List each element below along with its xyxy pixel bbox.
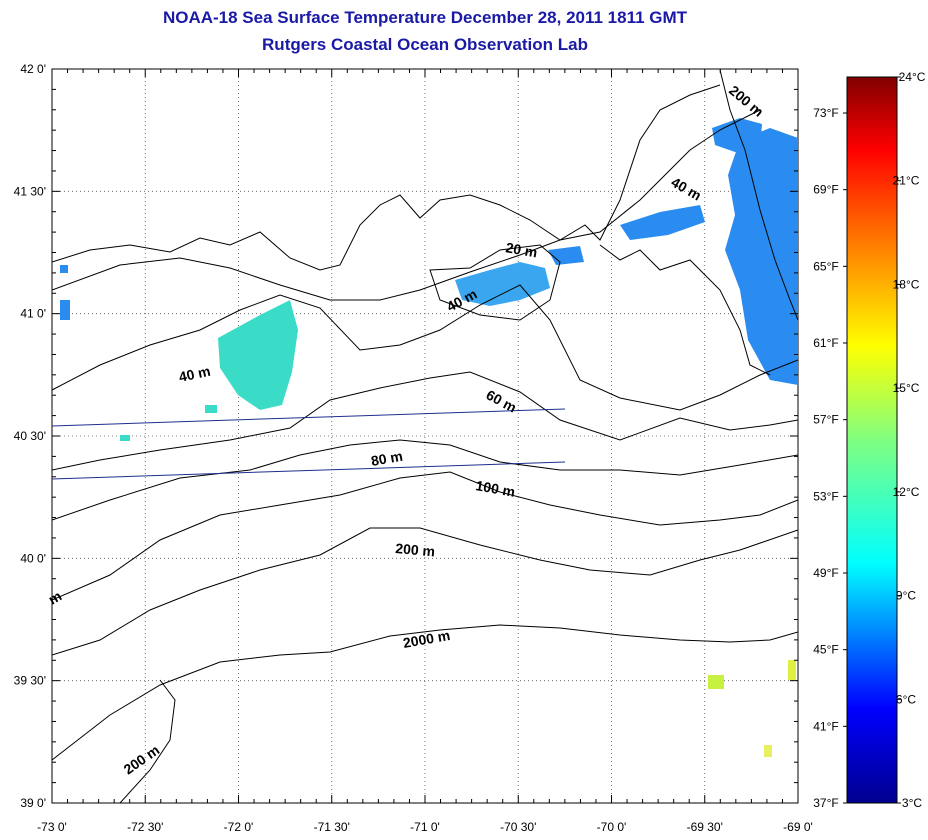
latitude-label: 42 0' (20, 62, 46, 76)
isobath-40m-b (719, 69, 798, 321)
fahrenheit-label: 69°F (813, 183, 838, 197)
latitude-label: 41 0' (20, 307, 46, 321)
longitude-label: -71 30' (314, 820, 350, 834)
sst-patch-cape (455, 262, 550, 306)
fahrenheit-label: 73°F (813, 106, 838, 120)
latitude-label: 39 0' (20, 796, 46, 810)
fahrenheit-label: 45°F (813, 643, 838, 657)
celsius-label: 18°C (893, 277, 920, 291)
fahrenheit-label: 61°F (813, 336, 838, 350)
map-subtitle: Rutgers Coastal Ocean Observation Lab (262, 35, 588, 54)
sst-patch-west (120, 300, 298, 441)
isobath-label: 20 m (504, 239, 538, 260)
fahrenheit-label: 41°F (813, 719, 838, 733)
isobath-20m (52, 109, 761, 301)
latitude-label: 41 30' (14, 184, 46, 198)
coastline-islands (429, 244, 561, 321)
longitude-label: -73 0' (37, 820, 67, 834)
sst-patches (60, 118, 798, 757)
latitude-label: 40 0' (20, 551, 46, 565)
isobath-200m-south (119, 679, 176, 803)
longitude-label: -72 30' (127, 820, 163, 834)
fahrenheit-label: 57°F (813, 413, 838, 427)
sst-patch-east (548, 118, 798, 385)
celsius-label: 9°C (896, 589, 916, 603)
coastline-cape (599, 244, 771, 376)
isobath-60m (52, 371, 798, 471)
longitude-label: -71 0' (410, 820, 440, 834)
sst-patch-warm (708, 660, 796, 757)
isobath-label: 100 m (474, 477, 516, 500)
longitude-label: -70 30' (500, 820, 536, 834)
celsius-label: 21°C (893, 174, 920, 188)
isobath-label: 200 m (395, 540, 436, 559)
colorbar-ticks: 24°C 21°C 18°C 15°C 12°C 9°C 6°C 3°C 73°F 69°F 65°… (813, 70, 925, 810)
celsius-label: 6°C (896, 692, 916, 706)
isobath-label: 40 m (177, 363, 212, 385)
isobath-40m (52, 284, 798, 411)
isobath-2000m (52, 624, 798, 761)
longitude-label: -69 30' (687, 820, 723, 834)
fahrenheit-label: 53°F (813, 489, 838, 503)
celsius-label: 12°C (893, 485, 920, 499)
coastline (52, 84, 721, 271)
map-title: NOAA-18 Sea Surface Temperature December… (162, 8, 688, 27)
fahrenheit-label: 37°F (813, 796, 838, 810)
latitude-label: 40 30' (14, 429, 46, 443)
transect-lines (51, 408, 566, 480)
sst-patch-edge (60, 265, 68, 273)
celsius-label: 15°C (893, 381, 920, 395)
celsius-label: 24°C (899, 70, 926, 84)
graticule (52, 69, 798, 803)
isobath-lines (52, 69, 798, 803)
isobath-100m (52, 471, 798, 601)
isobath-80m (52, 439, 798, 521)
map-axes: 42 0' 41 30' 41 0' 40 30' 40 0' 39 30' 39 0' -7… (14, 62, 813, 834)
longitude-label: -70 0' (597, 820, 627, 834)
latitude-label: 39 30' (14, 674, 46, 688)
celsius-label: 3°C (902, 796, 922, 810)
longitude-label: -72 0' (224, 820, 254, 834)
isobath-label: 80 m (370, 448, 404, 469)
colorbar (846, 76, 898, 804)
fahrenheit-label: 49°F (813, 566, 838, 580)
fahrenheit-label: 65°F (813, 259, 838, 273)
isobath-200m (52, 527, 798, 656)
sst-patch-edge (60, 300, 70, 320)
longitude-label: -69 0' (783, 820, 813, 834)
